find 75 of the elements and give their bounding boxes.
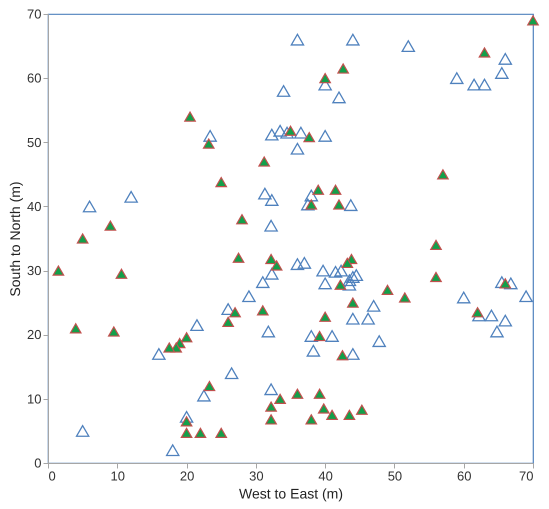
point bbox=[76, 233, 88, 244]
point bbox=[382, 284, 394, 295]
point bbox=[116, 268, 128, 279]
point bbox=[318, 403, 330, 414]
x-axis-title: West to East (m) bbox=[239, 486, 343, 502]
point bbox=[334, 280, 346, 290]
point bbox=[256, 305, 269, 316]
point bbox=[330, 184, 342, 195]
point bbox=[104, 220, 116, 231]
point bbox=[232, 252, 244, 263]
point bbox=[333, 199, 345, 210]
point bbox=[180, 332, 192, 342]
point bbox=[319, 312, 331, 322]
point bbox=[398, 292, 411, 303]
x-tick-label: 50 bbox=[388, 468, 402, 484]
point bbox=[344, 410, 356, 420]
point bbox=[163, 342, 176, 353]
point bbox=[258, 156, 270, 167]
point bbox=[265, 414, 277, 425]
point bbox=[265, 254, 277, 264]
point bbox=[478, 47, 490, 58]
point bbox=[437, 169, 449, 180]
point bbox=[202, 138, 215, 149]
point bbox=[222, 316, 234, 328]
y-tick-label: 30 bbox=[27, 263, 42, 278]
y-tick-label: 50 bbox=[27, 134, 42, 150]
y-tick-label: 10 bbox=[27, 391, 42, 406]
point bbox=[108, 326, 120, 337]
point bbox=[229, 307, 241, 318]
point bbox=[499, 278, 512, 289]
point bbox=[337, 63, 349, 74]
y-tick-label: 20 bbox=[27, 327, 42, 342]
point bbox=[180, 428, 192, 438]
x-tick-label: 20 bbox=[180, 468, 194, 484]
x-tick-label: 40 bbox=[318, 468, 333, 484]
point bbox=[347, 298, 359, 308]
point bbox=[236, 214, 248, 224]
point bbox=[326, 410, 338, 420]
point bbox=[305, 414, 318, 425]
point bbox=[356, 404, 368, 415]
x-tick-label: 70 bbox=[519, 468, 534, 484]
point bbox=[194, 428, 206, 438]
point bbox=[215, 176, 228, 188]
x-tick-label: 30 bbox=[249, 468, 264, 484]
point bbox=[204, 380, 216, 392]
point bbox=[319, 73, 331, 84]
y-tick-label: 60 bbox=[27, 70, 42, 86]
point bbox=[527, 15, 539, 26]
y-tick-label: 0 bbox=[34, 456, 42, 470]
point bbox=[472, 307, 484, 318]
point bbox=[312, 184, 324, 195]
point bbox=[292, 388, 304, 399]
y-axis-title: South to North (m) bbox=[7, 181, 24, 297]
point bbox=[180, 416, 192, 426]
point bbox=[184, 111, 196, 122]
y-tick-label: 70 bbox=[27, 6, 42, 22]
point bbox=[305, 199, 318, 210]
point bbox=[274, 394, 286, 404]
point bbox=[70, 323, 82, 334]
point bbox=[52, 265, 64, 276]
point bbox=[430, 272, 442, 282]
x-tick-label: 0 bbox=[48, 468, 56, 484]
point bbox=[303, 132, 316, 142]
point bbox=[314, 330, 326, 342]
x-tick-label: 60 bbox=[456, 468, 472, 484]
point bbox=[265, 401, 277, 412]
x-tick-label: 10 bbox=[110, 468, 126, 484]
point bbox=[314, 388, 326, 399]
point bbox=[270, 260, 282, 271]
y-tick-label: 40 bbox=[27, 198, 42, 214]
point bbox=[430, 240, 442, 250]
point bbox=[341, 258, 354, 268]
point bbox=[215, 428, 228, 438]
point bbox=[284, 126, 296, 136]
point bbox=[336, 350, 348, 360]
